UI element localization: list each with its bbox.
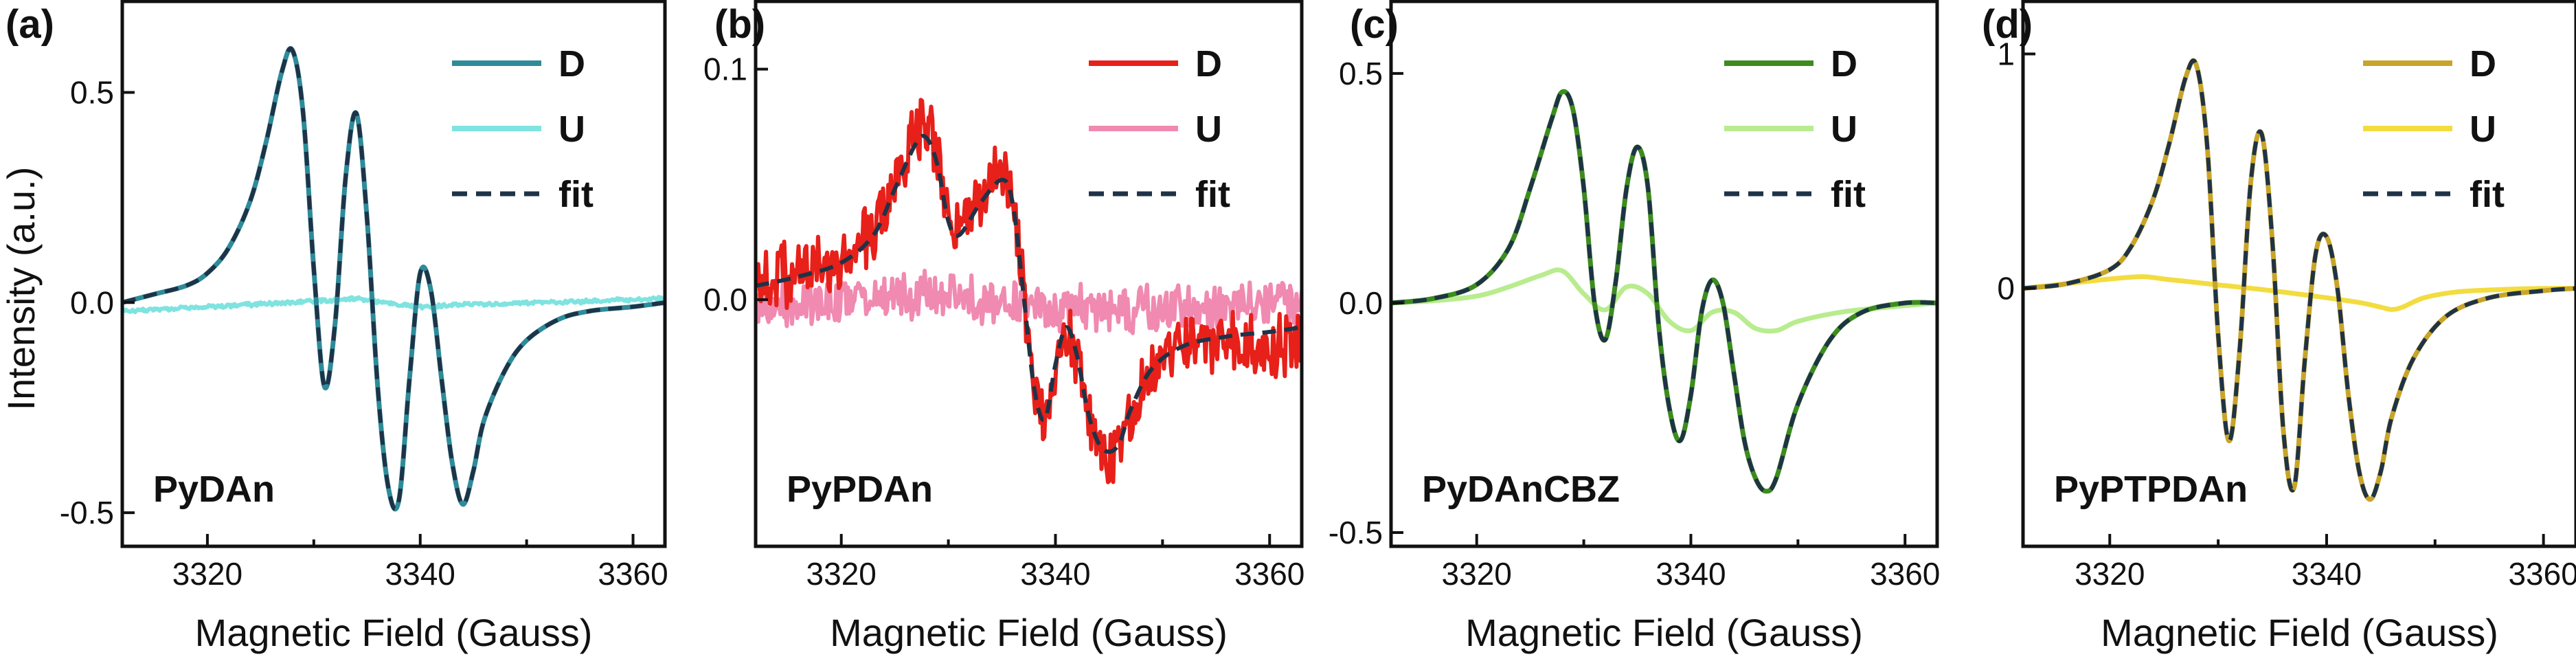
x-tick-label: 3340 [1020, 556, 1090, 592]
x-tick-label: 3320 [2075, 556, 2145, 592]
panel-pypdan: 3320 3340 3360 0.1 0.0 Magnetic Field (Gauss)… [703, 0, 1304, 654]
series-group [756, 98, 1302, 484]
series-fit-line [2023, 58, 2576, 502]
y-tick-label: 0.1 [703, 52, 747, 87]
x-tick-label: 3360 [598, 556, 668, 592]
panel-pydancbz: 3320 3340 3360 0.5 0.0 -0.5 Magnetic Field (Ga… [1329, 0, 1940, 654]
legend-label-d: D [1831, 43, 1857, 85]
panel-label: (d) [1982, 2, 2033, 47]
plot-frame [120, 0, 667, 548]
sample-name: PyDAnCBZ [1422, 469, 1620, 510]
series-u-line [122, 295, 665, 315]
y-tick-label: 0.5 [70, 75, 114, 111]
series-fit-line [756, 133, 1302, 454]
series-fit-line [1391, 89, 1937, 493]
y-tick-label: 0.5 [1339, 56, 1383, 91]
series-u-line [1391, 267, 1937, 334]
legend-label-u: U [1195, 109, 1222, 150]
sample-name: PyPDAn [787, 469, 933, 510]
y-tick-label: 1 [1997, 36, 2015, 71]
panel-label: (a) [5, 2, 54, 47]
x-axis-title: Magnetic Field (Gauss) [195, 611, 593, 654]
panel-pyptpdan: 3320 3340 3360 1 0 Magnetic Field (Gauss) (d) P… [1982, 0, 2576, 654]
y-tick-label: 0 [1997, 271, 2015, 306]
plot-frame [1389, 0, 1939, 548]
y-tick-label: 0.0 [703, 282, 747, 317]
x-tick-label: 3360 [2508, 556, 2576, 592]
legend-label-d: D [558, 43, 585, 85]
x-axis-title: Magnetic Field (Gauss) [830, 611, 1228, 654]
sample-name: PyPTPDAn [2054, 469, 2248, 510]
x-tick-label: 3340 [385, 556, 455, 592]
series-d-line [1391, 89, 1937, 494]
y-tick-label: 0.0 [1339, 285, 1383, 321]
plot-frame [754, 0, 1304, 548]
panel-label: (c) [1350, 2, 1399, 47]
legend-label-d: D [2470, 43, 2496, 85]
legend-label-fit: fit [1831, 174, 1866, 215]
x-axis-title: Magnetic Field (Gauss) [2101, 611, 2498, 654]
x-tick-label: 3360 [1234, 556, 1304, 592]
series-u-line [2023, 274, 2576, 312]
legend-label-d: D [1195, 43, 1222, 85]
legend-label-fit: fit [2470, 174, 2505, 215]
legend-label-fit: fit [558, 174, 594, 215]
sample-name: PyDAn [153, 469, 275, 510]
x-tick-label: 3360 [1870, 556, 1940, 592]
series-u-line [756, 269, 1302, 335]
series-fit-line [122, 46, 665, 511]
series-group [1391, 89, 1937, 494]
y-tick-label: 0.0 [70, 284, 114, 320]
panel-label: (b) [714, 2, 765, 47]
x-tick-label: 3340 [1656, 556, 1726, 592]
x-tick-label: 3340 [2292, 556, 2362, 592]
x-tick-label: 3320 [172, 556, 242, 592]
panels-group: 3320 3340 3360 0.5 0.0 -0.5 Magnetic Field (Ga… [5, 0, 2576, 654]
x-axis-title: Magnetic Field (Gauss) [1465, 611, 1863, 654]
panel-pydan: 3320 3340 3360 0.5 0.0 -0.5 Magnetic Field (Ga… [5, 0, 668, 654]
x-tick-label: 3320 [1442, 556, 1512, 592]
y-tick-label: -0.5 [1329, 515, 1383, 550]
series-group [2023, 58, 2576, 502]
legend-label-u: U [1831, 109, 1857, 150]
series-group [122, 46, 665, 512]
y-tick-label: -0.5 [60, 495, 114, 530]
plot-frame [2021, 0, 2576, 548]
y-axis-title: Intensity (a.u.) [0, 167, 43, 411]
legend-label-u: U [2470, 109, 2496, 150]
legend-label-u: U [558, 109, 585, 150]
legend-label-fit: fit [1195, 174, 1230, 215]
x-tick-label: 3320 [806, 556, 877, 592]
